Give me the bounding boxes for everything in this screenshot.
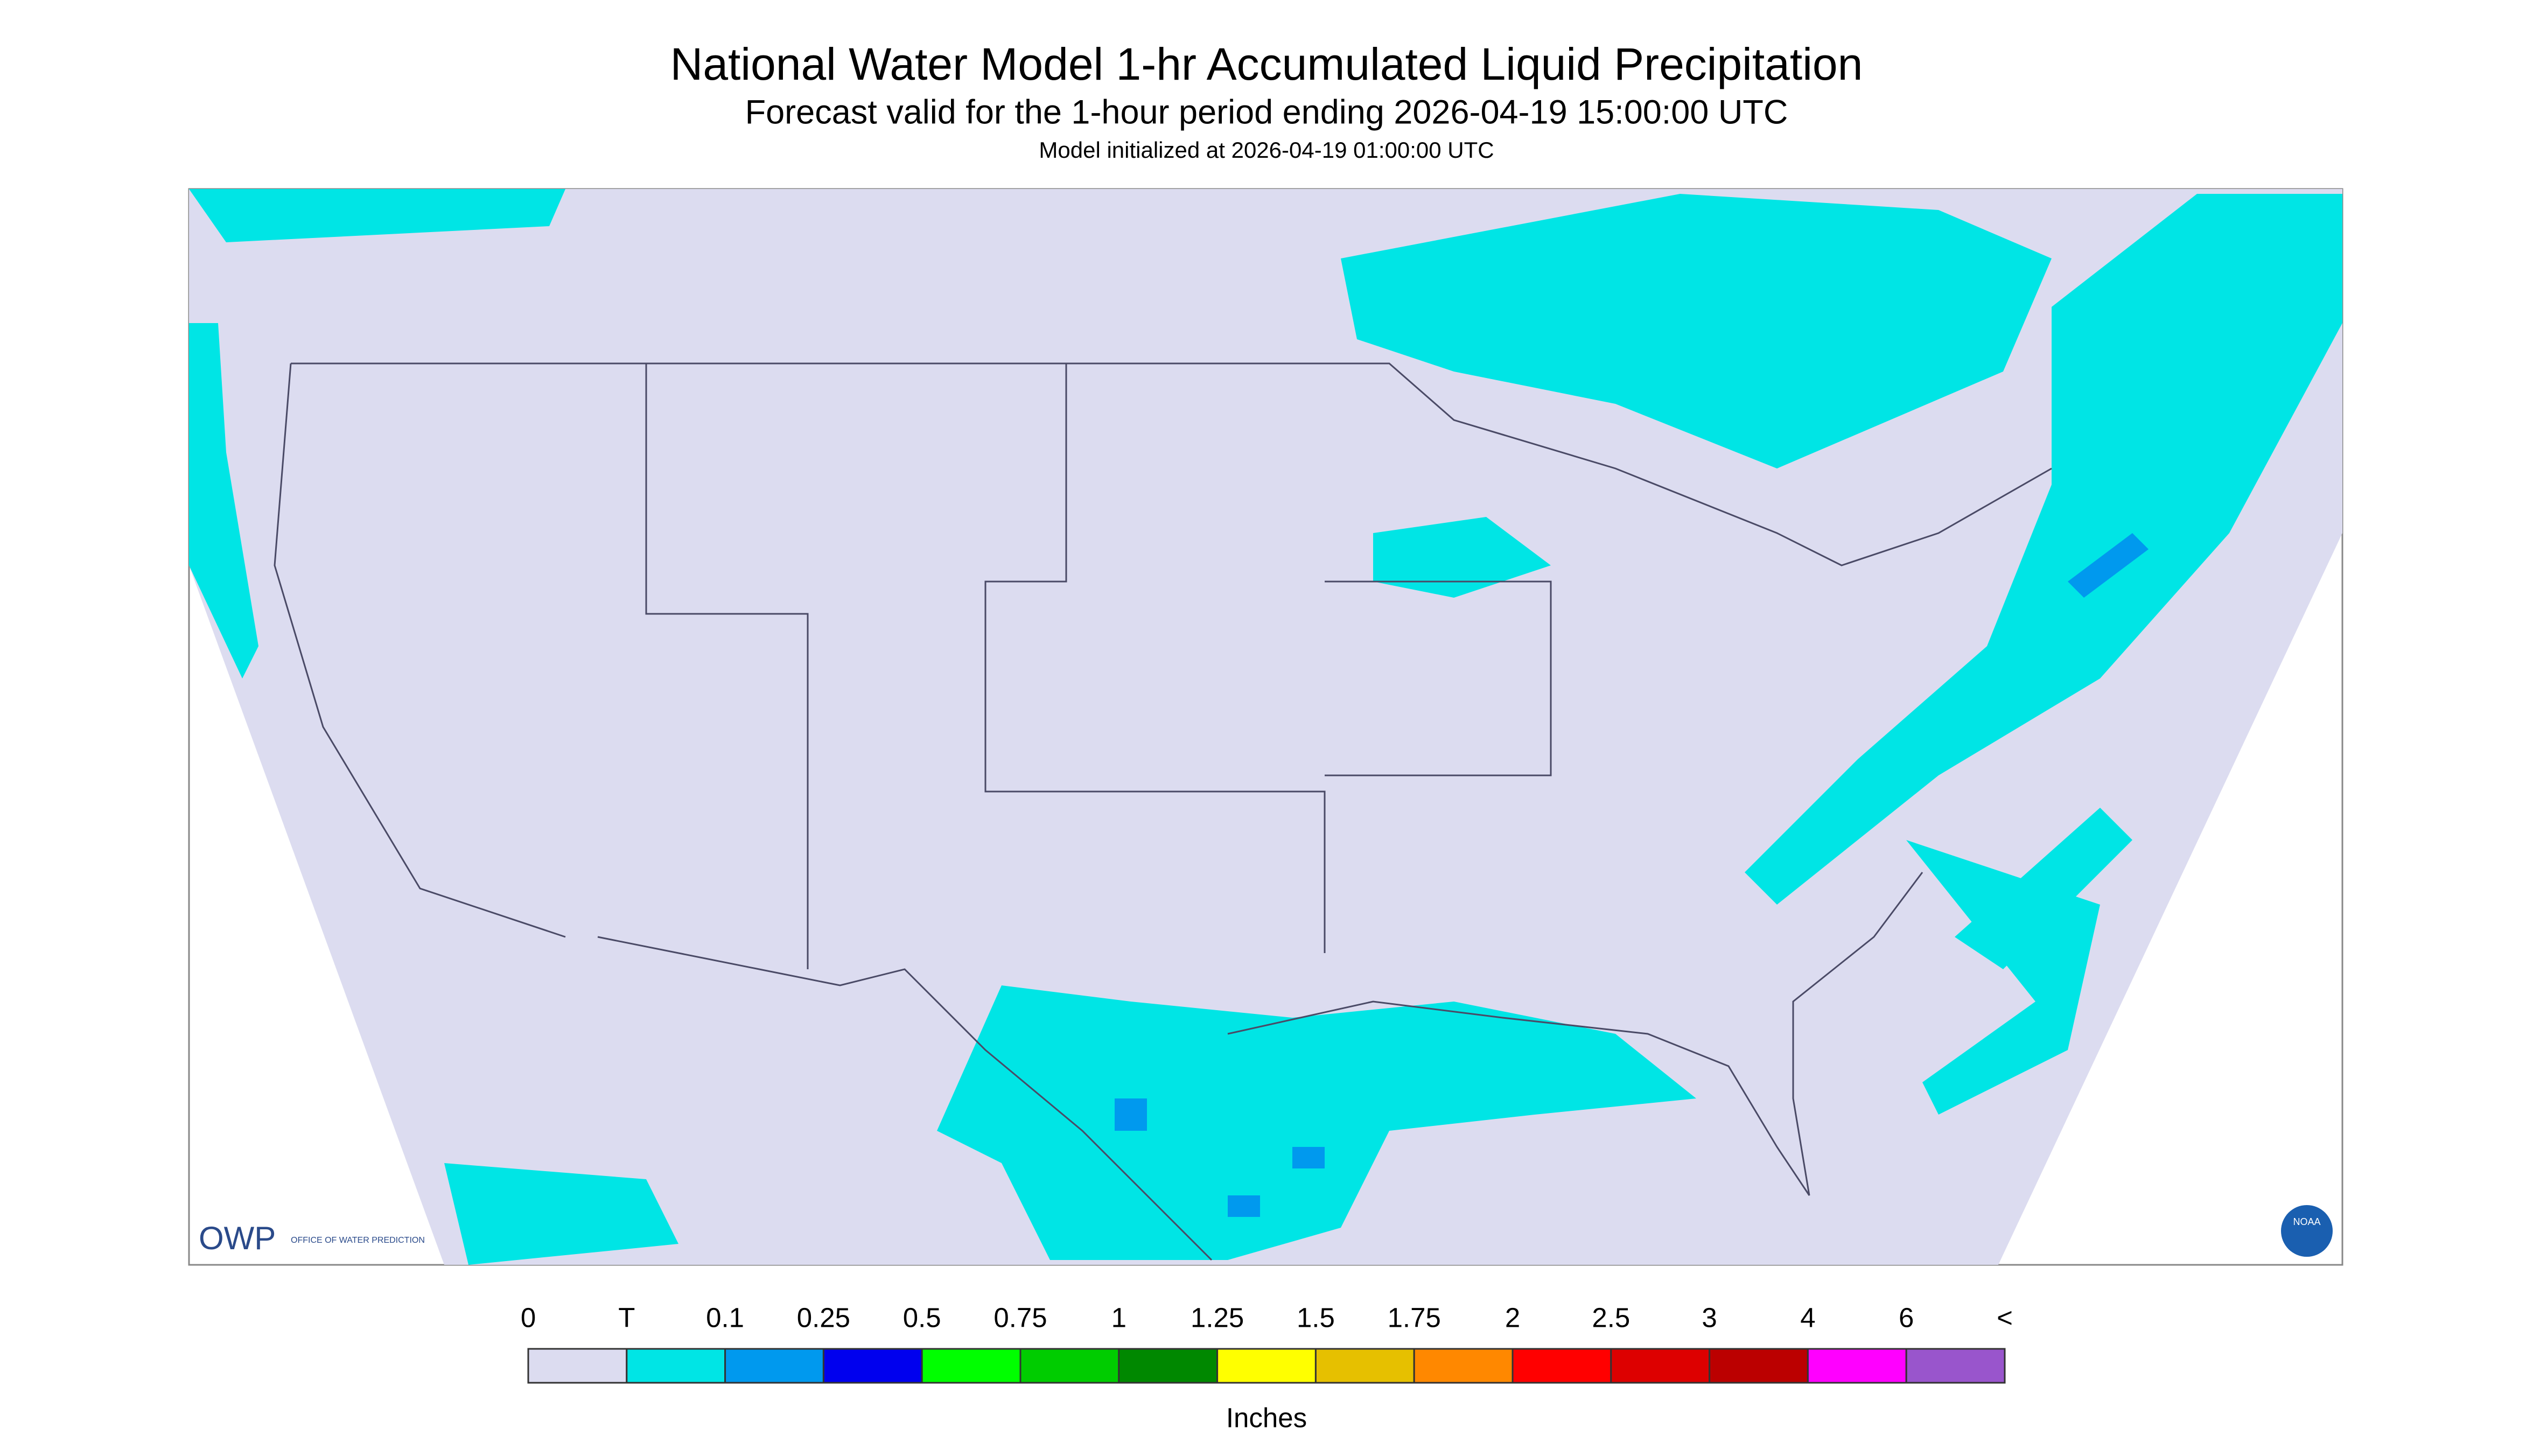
owp-logo: OWP: [199, 1220, 276, 1256]
legend-label: 6: [1899, 1302, 1914, 1333]
title: National Water Model 1-hr Accumulated Li…: [670, 39, 1863, 89]
legend-swatch: [626, 1348, 726, 1384]
legend-swatch: [1709, 1348, 1809, 1384]
legend-label: 0.25: [797, 1302, 850, 1333]
legend-swatch: [1216, 1348, 1317, 1384]
legend-label: 0.75: [993, 1302, 1047, 1333]
legend-swatch: [921, 1348, 1021, 1384]
noaa-text: NOAA: [2293, 1216, 2320, 1227]
map: OWP OFFICE OF WATER PREDICTION NOAA: [188, 188, 2343, 1266]
legend-label: <: [1997, 1302, 2013, 1333]
legend-label: 4: [1800, 1302, 1815, 1333]
legend-swatch: [1314, 1348, 1415, 1384]
legend-swatch: [527, 1348, 628, 1384]
legend-label: 0.1: [706, 1302, 744, 1333]
subtitle: Forecast valid for the 1-hour period end…: [745, 94, 1788, 131]
legend-label: 0.5: [903, 1302, 941, 1333]
noaa-logo: [2281, 1205, 2333, 1257]
legend-swatch: [1413, 1348, 1514, 1384]
legend-label: 1.25: [1191, 1302, 1244, 1333]
init-time: Model initialized at 2026-04-19 01:00:00…: [1039, 137, 1494, 163]
legend-label: 0: [521, 1302, 536, 1333]
legend-swatch: [1905, 1348, 2006, 1384]
legend-label: 2: [1505, 1302, 1520, 1333]
legend-swatch: [1610, 1348, 1711, 1384]
legend-label: 3: [1702, 1302, 1717, 1333]
legend-swatch: [1118, 1348, 1219, 1384]
legend-units: Inches: [1226, 1402, 1307, 1433]
legend-swatch: [724, 1348, 824, 1384]
borders: [274, 362, 2052, 1261]
model-domain: [189, 189, 2342, 1265]
legend-label: 1.75: [1388, 1302, 1441, 1333]
legend-swatch: [822, 1348, 923, 1384]
precip-light: [1115, 533, 2149, 1217]
legend-label: 1: [1111, 1302, 1126, 1333]
legend-swatch: [1512, 1348, 1612, 1384]
legend-label: 2.5: [1592, 1302, 1630, 1333]
owp-name: OFFICE OF WATER PREDICTION: [291, 1236, 425, 1245]
legend: 0 T 0.1 0.25 0.5 0.75 1 1.25 1.5 1.75 2 2.5 3 4 6 <: [521, 1302, 2013, 1384]
legend-swatch: [1019, 1348, 1120, 1384]
legend-label: T: [618, 1302, 635, 1333]
legend-swatch: [1807, 1348, 1907, 1384]
legend-label: 1.5: [1297, 1302, 1335, 1333]
precip-trace: [189, 189, 2342, 1265]
